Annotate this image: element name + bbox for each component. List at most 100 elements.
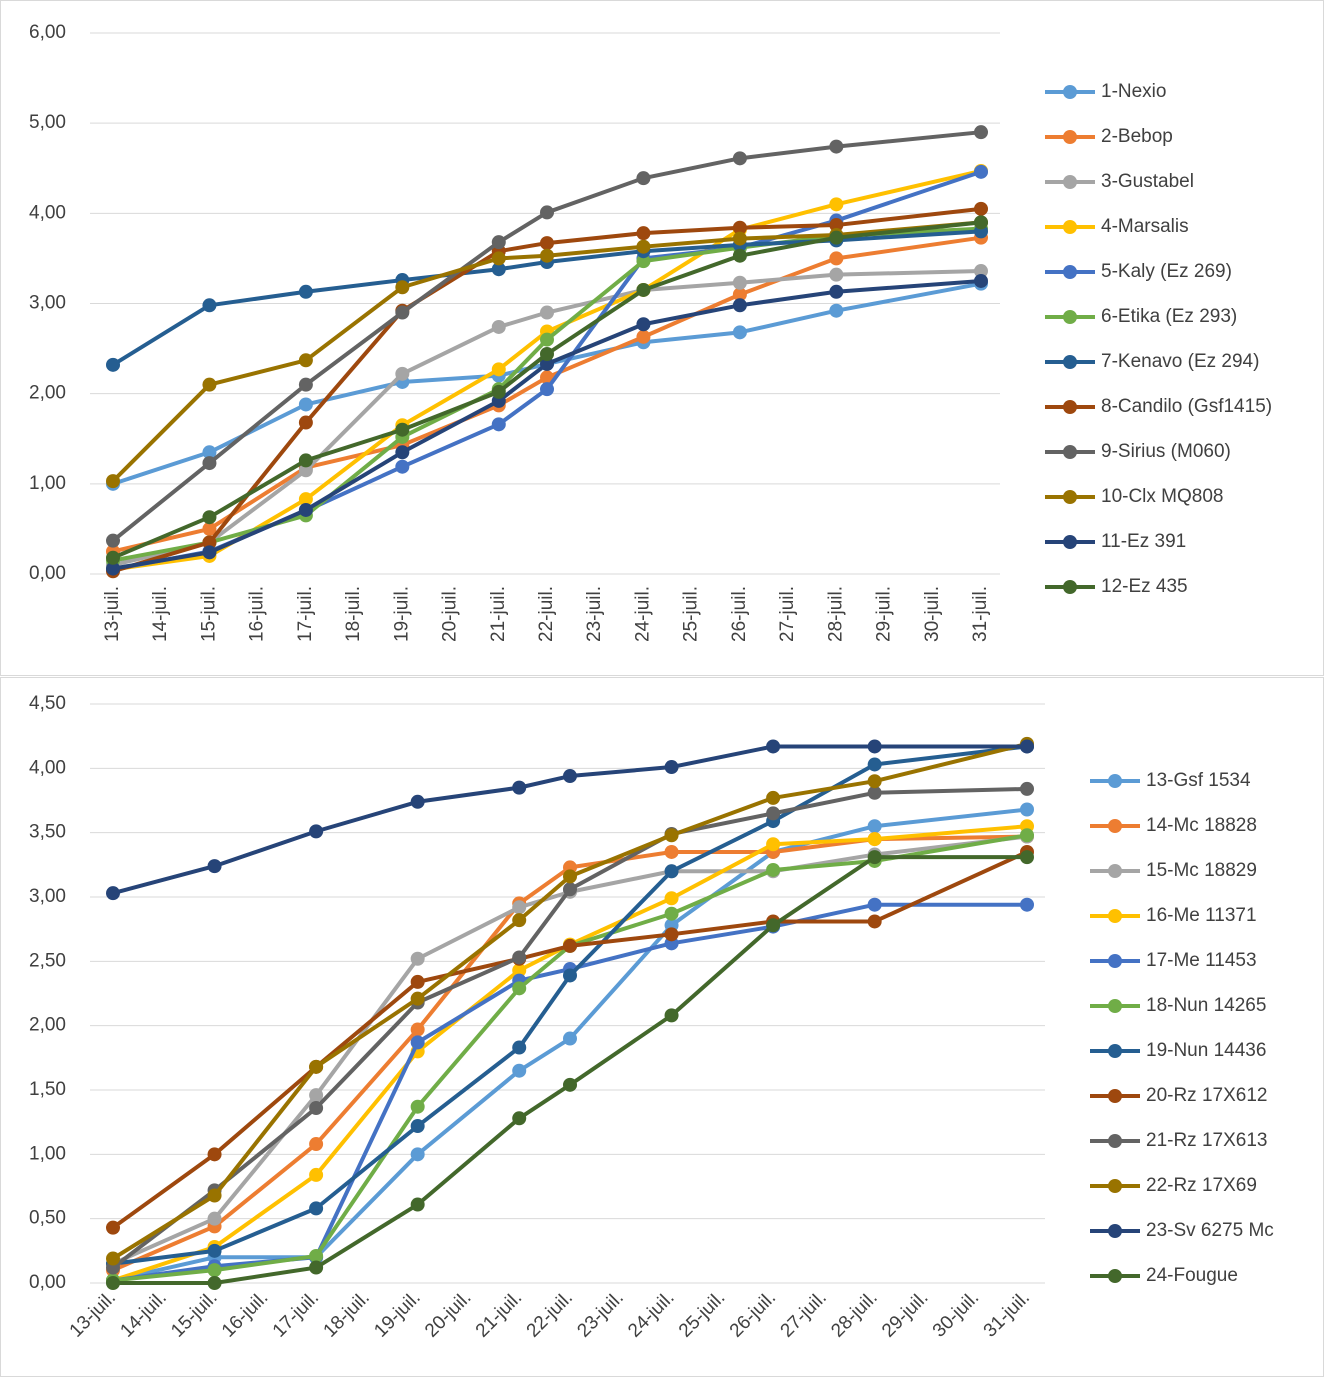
data-point (563, 882, 577, 897)
data-point (540, 205, 554, 220)
data-point (766, 837, 781, 852)
data-point (202, 298, 217, 313)
x-tick-label: 13-juil. (66, 1287, 120, 1341)
x-tick-label: 31-juil. (980, 1287, 1034, 1341)
data-point (202, 545, 217, 560)
data-point (867, 897, 882, 912)
legend-marker (1108, 864, 1122, 878)
data-point (512, 950, 527, 965)
x-tick-label: 18-juil. (343, 586, 364, 642)
legend-marker (1063, 445, 1077, 459)
legend-label: 21-Rz 17X613 (1146, 1130, 1267, 1151)
y-tick-label: 2,00 (29, 1015, 66, 1036)
series-line (112, 235, 982, 554)
data-point (664, 828, 679, 843)
legend-marker (1108, 909, 1122, 923)
data-point (664, 1008, 679, 1023)
data-point (540, 305, 554, 320)
series-line (112, 824, 1028, 1283)
data-point (732, 325, 747, 340)
data-point (829, 218, 844, 233)
y-tick-label: 3,00 (29, 293, 66, 314)
legend-marker (1108, 1269, 1122, 1283)
series-line (112, 269, 982, 567)
x-tick-label: 23-juil. (573, 1287, 627, 1341)
data-point (309, 824, 324, 839)
data-point (732, 231, 747, 246)
legend-marker (1063, 85, 1077, 99)
data-point (491, 235, 506, 250)
y-tick-label: 0,00 (29, 1272, 66, 1293)
data-point (106, 561, 120, 576)
data-point (664, 906, 679, 921)
y-tick-label: 1,00 (29, 473, 66, 494)
data-point (1020, 739, 1034, 754)
data-point (974, 125, 988, 140)
legend-marker (1063, 265, 1077, 279)
legend-marker (1108, 819, 1122, 833)
y-tick-label: 1,00 (29, 1143, 66, 1164)
legend-label: 15-Mc 18829 (1146, 860, 1257, 881)
data-point (829, 230, 844, 245)
legend-label: 5-Kaly (Ez 269) (1101, 261, 1232, 282)
data-point (974, 201, 988, 216)
data-point (867, 832, 882, 847)
x-tick-label: 26-juil. (726, 1287, 780, 1341)
x-tick-label: 25-juil. (675, 1287, 729, 1341)
data-point (1020, 897, 1034, 912)
data-point (766, 806, 781, 821)
data-point (491, 362, 506, 377)
series-line (111, 130, 982, 543)
legend-label: 8-Candilo (Gsf1415) (1101, 396, 1272, 417)
legend-label: 2-Bebop (1101, 126, 1173, 147)
data-point (829, 303, 844, 318)
series-line (111, 850, 1028, 1230)
data-point (410, 1147, 425, 1162)
data-point (540, 332, 554, 347)
data-point (636, 254, 651, 269)
data-point (512, 900, 527, 915)
legend-marker (1108, 1224, 1122, 1238)
legend-label: 24-Fougue (1146, 1265, 1238, 1286)
data-point (867, 774, 882, 789)
data-point (867, 757, 882, 772)
data-point (395, 305, 410, 320)
data-point (202, 456, 217, 471)
data-point (636, 239, 651, 254)
x-tick-label: 27-juil. (777, 586, 798, 642)
data-point (1020, 781, 1034, 796)
y-tick-label: 2,00 (29, 383, 66, 404)
data-point (202, 510, 217, 525)
series-line (112, 744, 1027, 896)
legend-label: 7-Kenavo (Ez 294) (1101, 351, 1259, 372)
data-point (410, 991, 425, 1006)
data-point (410, 1035, 425, 1050)
data-point (410, 1119, 425, 1134)
data-point (207, 859, 222, 874)
data-point (766, 739, 781, 754)
data-point (207, 1263, 222, 1278)
data-point (298, 502, 313, 517)
data-point (491, 384, 506, 399)
y-tick-label: 0,50 (29, 1208, 66, 1229)
data-point (512, 963, 527, 978)
legend-marker (1063, 355, 1077, 369)
data-point (309, 1088, 324, 1103)
data-point (298, 453, 313, 468)
y-tick-label: 4,00 (29, 757, 66, 778)
data-point (410, 974, 425, 989)
data-point (106, 357, 120, 372)
data-point (636, 329, 651, 344)
legend-label: 18-Nun 14265 (1146, 995, 1266, 1016)
legend-marker (1108, 999, 1122, 1013)
y-tick-label: 6,00 (29, 22, 66, 43)
legend-label: 6-Etika (Ez 293) (1101, 306, 1237, 327)
data-point (202, 377, 217, 392)
data-point (974, 164, 988, 179)
x-tick-label: 21-juil. (472, 1287, 526, 1341)
data-point (540, 236, 554, 251)
x-tick-label: 13-juil. (102, 586, 123, 642)
data-point (395, 422, 410, 437)
series-line (112, 206, 982, 574)
